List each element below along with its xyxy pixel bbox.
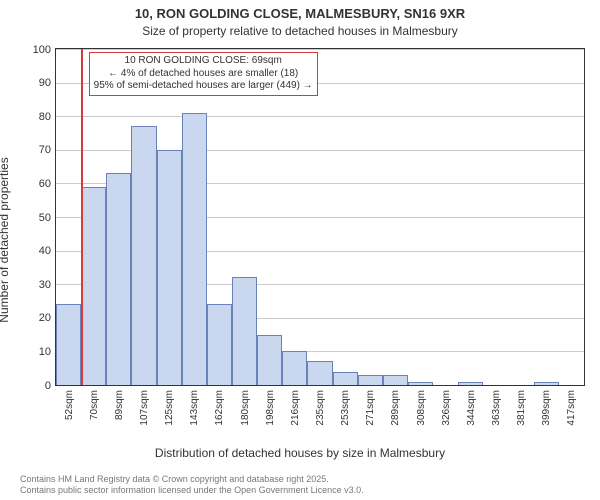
histogram-bar <box>157 150 182 385</box>
histogram-bar <box>232 277 257 385</box>
x-tick-label: 107sqm <box>139 390 150 426</box>
x-axis-label: Distribution of detached houses by size … <box>0 446 600 460</box>
gridline <box>56 116 584 117</box>
histogram-bar <box>81 187 106 385</box>
property-marker-line <box>81 49 83 385</box>
gridline <box>56 49 584 50</box>
y-tick-label: 70 <box>21 144 51 156</box>
histogram-bar <box>282 351 307 385</box>
histogram-bar <box>56 304 81 385</box>
callout-line: ← 4% of detached houses are smaller (18) <box>94 68 313 81</box>
y-axis-label: Number of detached properties <box>0 157 11 322</box>
x-tick-label: 235sqm <box>315 390 326 426</box>
histogram-bar <box>534 382 559 385</box>
x-tick-label: 344sqm <box>466 390 477 426</box>
chart-subtitle: Size of property relative to detached ho… <box>0 24 600 38</box>
y-tick-label: 0 <box>21 380 51 392</box>
x-tick-label: 381sqm <box>516 390 527 426</box>
x-tick-label: 308sqm <box>416 390 427 426</box>
plot-area: 10 RON GOLDING CLOSE: 69sqm← 4% of detac… <box>55 48 585 386</box>
y-tick-label: 30 <box>21 279 51 291</box>
histogram-bar <box>131 126 156 385</box>
x-tick-label: 216sqm <box>290 390 301 426</box>
histogram-bar <box>333 372 358 385</box>
attribution-line: Contains public sector information licen… <box>20 485 364 496</box>
histogram-bar <box>383 375 408 385</box>
callout-line: 10 RON GOLDING CLOSE: 69sqm <box>94 55 313 68</box>
histogram-bar <box>307 361 332 385</box>
x-tick-label: 363sqm <box>491 390 502 426</box>
chart-title: 10, RON GOLDING CLOSE, MALMESBURY, SN16 … <box>0 6 600 21</box>
x-tick-label: 271sqm <box>365 390 376 426</box>
y-tick-label: 80 <box>21 111 51 123</box>
y-tick-label: 40 <box>21 245 51 257</box>
x-tick-label: 417sqm <box>566 390 577 426</box>
y-tick-label: 20 <box>21 312 51 324</box>
histogram-bar <box>408 382 433 385</box>
x-tick-label: 162sqm <box>214 390 225 426</box>
callout-line: 95% of semi-detached houses are larger (… <box>94 80 313 93</box>
x-tick-label: 70sqm <box>89 390 100 420</box>
x-tick-label: 399sqm <box>541 390 552 426</box>
x-tick-label: 289sqm <box>390 390 401 426</box>
property-callout: 10 RON GOLDING CLOSE: 69sqm← 4% of detac… <box>89 52 318 96</box>
x-tick-label: 125sqm <box>164 390 175 426</box>
x-tick-label: 52sqm <box>64 390 75 420</box>
x-tick-label: 326sqm <box>441 390 452 426</box>
x-tick-label: 143sqm <box>189 390 200 426</box>
x-tick-label: 253sqm <box>340 390 351 426</box>
y-tick-label: 60 <box>21 178 51 190</box>
attribution-text: Contains HM Land Registry data © Crown c… <box>20 474 364 497</box>
histogram-bar <box>358 375 383 385</box>
histogram-bar <box>257 335 282 385</box>
y-tick-label: 10 <box>21 346 51 358</box>
y-tick-label: 50 <box>21 212 51 224</box>
histogram-bar <box>182 113 207 385</box>
histogram-bar <box>207 304 232 385</box>
histogram-bar <box>106 173 131 385</box>
y-tick-label: 90 <box>21 77 51 89</box>
attribution-line: Contains HM Land Registry data © Crown c… <box>20 474 364 485</box>
x-tick-label: 180sqm <box>240 390 251 426</box>
x-tick-label: 198sqm <box>265 390 276 426</box>
histogram-bar <box>458 382 483 385</box>
y-tick-label: 100 <box>21 44 51 56</box>
x-tick-label: 89sqm <box>114 390 125 420</box>
